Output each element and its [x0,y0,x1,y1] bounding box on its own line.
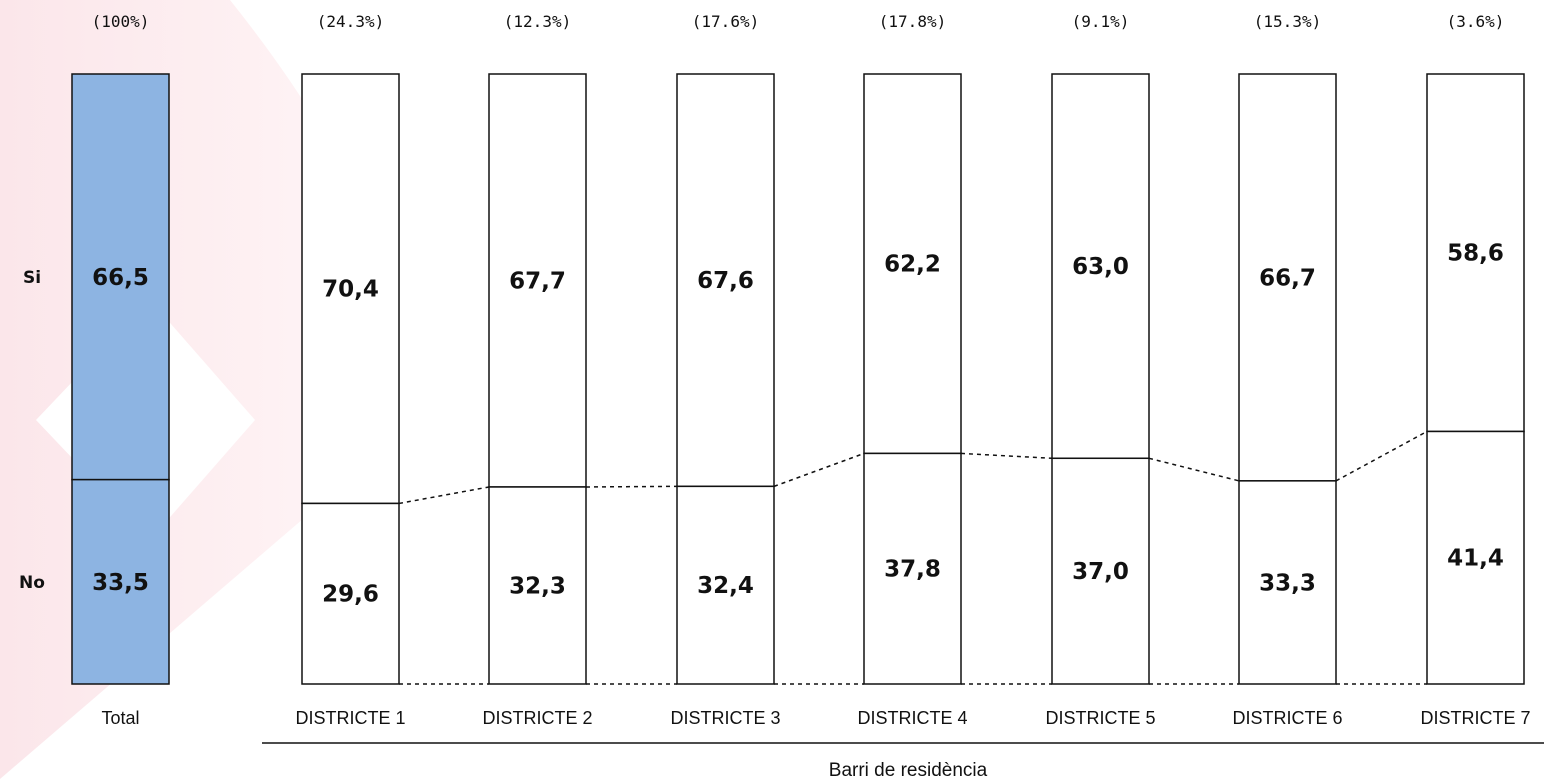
bars-layer [71,73,1525,685]
data-label-si: 62,2 [884,252,941,278]
bar-si-segment [863,73,962,455]
split-connector [398,486,490,505]
data-label-no: 33,3 [1259,570,1316,596]
data-label-si: 67,7 [509,268,566,294]
bar-no-segment [301,502,400,685]
bar-no-segment [863,452,962,685]
bar-no-segment [1238,480,1337,685]
data-label-no: 32,3 [509,573,566,599]
row-label-no: No [19,573,45,593]
category-label: DISTRICTE 1 [295,708,405,728]
bar-si-segment [488,73,587,488]
data-label-si: 58,6 [1447,241,1504,267]
category-label: DISTRICTE 7 [1420,708,1530,728]
bar-si-segment [1238,73,1337,482]
connector-lines [398,430,1428,685]
bar-no-segment [71,478,170,685]
split-connector [960,452,1053,460]
data-label-no: 33,5 [92,570,149,596]
bar-no-segment [488,486,587,685]
share-label: (17.8%) [879,12,946,31]
share-label: (9.1%) [1072,12,1130,31]
share-label: (24.3%) [317,12,384,31]
data-label-si: 63,0 [1072,254,1129,280]
data-label-si: 70,4 [322,277,379,303]
x-axis-title: Barri de residència [829,760,988,779]
bar-si-segment [1426,73,1525,433]
row-label-si: Si [23,268,41,288]
data-label-no: 32,4 [697,573,754,599]
bar-no-segment [1051,457,1150,685]
bar-si-segment [71,73,170,481]
category-label: DISTRICTE 5 [1045,708,1155,728]
data-label-no: 37,8 [884,557,941,583]
split-connector [773,452,865,488]
split-connector [1148,457,1240,482]
share-label: (100%) [92,12,150,31]
data-label-si: 66,7 [1259,265,1316,291]
category-label: Total [101,708,139,728]
category-label: DISTRICTE 4 [857,708,967,728]
data-label-si: 66,5 [92,265,149,291]
bar-si-segment [301,73,400,505]
bar-si-segment [676,73,775,488]
category-label: DISTRICTE 3 [670,708,780,728]
share-label: (15.3%) [1254,12,1321,31]
bar-si-segment [1051,73,1150,460]
bar-no-segment [1426,430,1525,685]
share-label: (17.6%) [692,12,759,31]
bar-no-segment [676,485,775,685]
data-label-no: 37,0 [1072,559,1129,585]
split-connector [1335,430,1428,482]
labels-layer: 66,5 33,5 (100%) Total 70,4 29,6 (24.3%) DISTRI… [19,12,1544,779]
share-label: (12.3%) [504,12,571,31]
category-label: DISTRICTE 2 [482,708,592,728]
data-label-no: 29,6 [322,582,379,608]
split-connector [585,485,678,488]
category-label: DISTRICTE 6 [1232,708,1342,728]
share-label: (3.6%) [1447,12,1505,31]
data-label-no: 41,4 [1447,546,1504,572]
data-label-si: 67,6 [697,268,754,294]
